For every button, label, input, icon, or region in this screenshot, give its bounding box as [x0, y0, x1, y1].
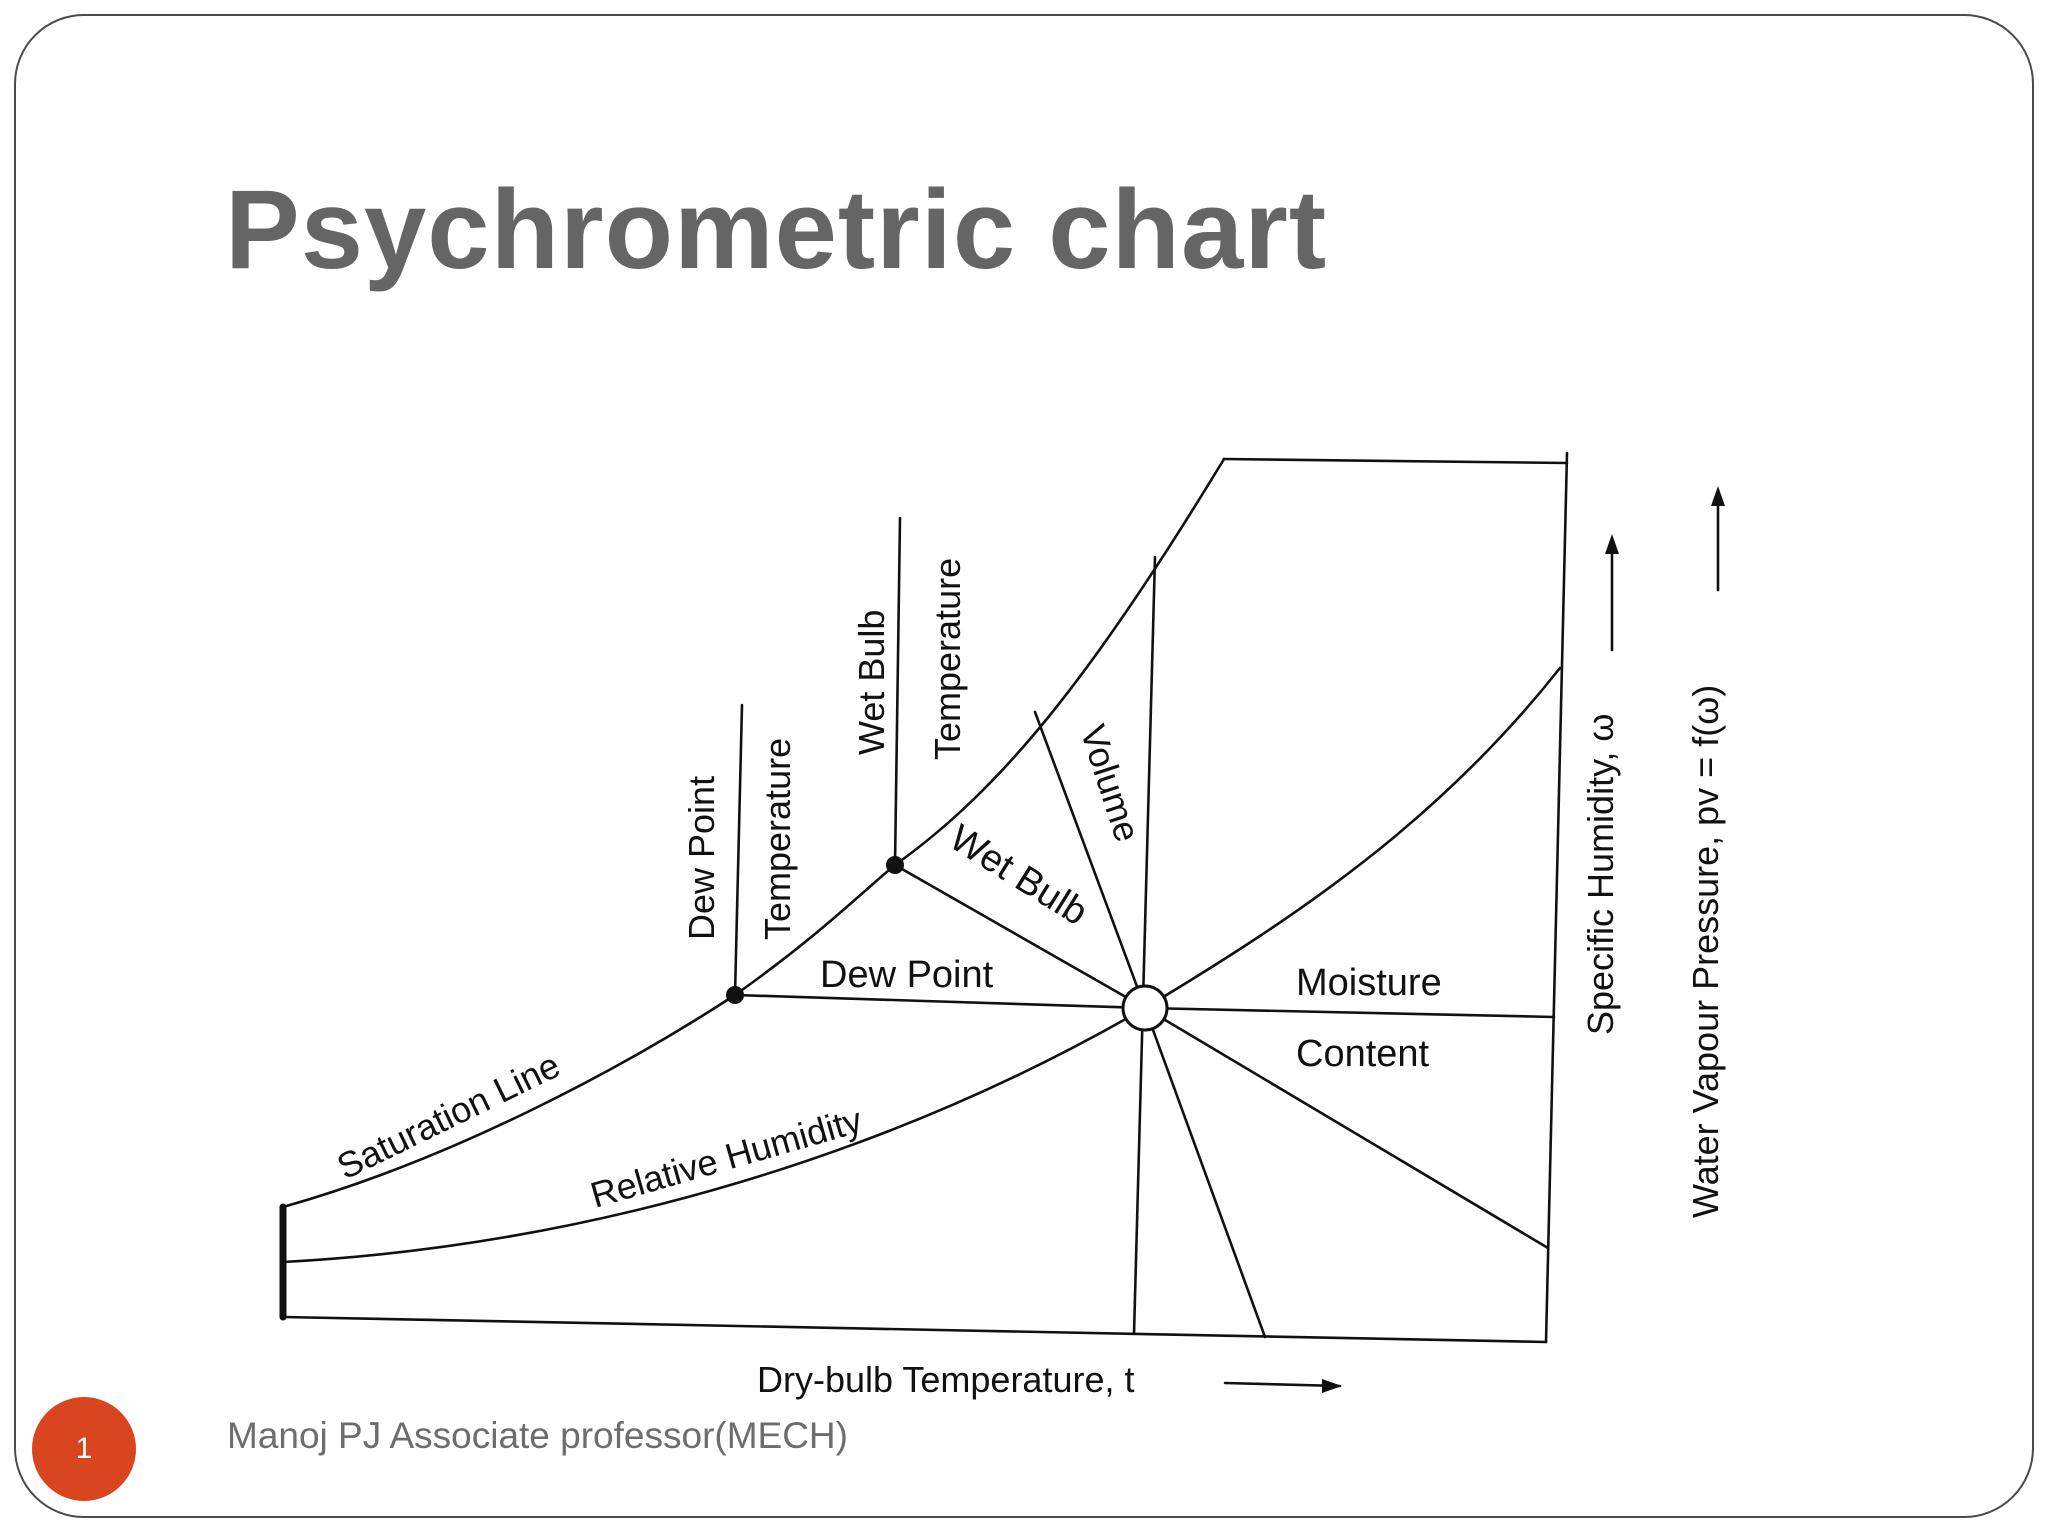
wet-bulb-line-label: Wet Bulb: [942, 817, 1094, 934]
saturation-curve: [281, 457, 1226, 1209]
footer-text: Manoj PJ Associate professor(MECH): [227, 1415, 848, 1456]
x-axis-arrow: [1223, 1381, 1342, 1388]
specific-humidity-arrowhead: [1605, 534, 1619, 554]
dew-point-leader: [733, 703, 744, 997]
x-axis-label: Dry-bulb Temperature, t: [757, 1359, 1135, 1400]
wet-bulb-temp-label-2: Temperature: [927, 558, 968, 760]
relative-humidity-curve: [281, 666, 1562, 1264]
right-edge: [1544, 451, 1569, 1344]
volume-label: Volume: [1072, 720, 1148, 847]
slide-frame: [14, 14, 2034, 1518]
dew-point-temp-label-1: Dew Point: [681, 776, 722, 940]
dew-point-line: [733, 993, 1147, 1010]
specific-humidity-axis-label: Specific Humidity, ω: [1580, 713, 1621, 1035]
state-point: [1121, 984, 1169, 1032]
saturation-line-label: Saturation Line: [331, 1044, 567, 1187]
moisture-content-line: [1143, 1006, 1556, 1019]
top-edge: [1222, 457, 1569, 465]
wet-bulb-temp-label-1: Wet Bulb: [851, 610, 892, 755]
wet-bulb-leader: [893, 516, 902, 867]
slide-title: Psychrometric chart: [225, 167, 1328, 292]
vapour-pressure-axis-label: Water Vapour Pressure, pv = f(ω): [1685, 685, 1726, 1218]
dew-point-marker: [726, 986, 744, 1004]
moisture-label: Moisture: [1296, 962, 1442, 1004]
bottom-axis-line: [281, 1315, 1548, 1344]
x-axis-arrowhead: [1322, 1379, 1342, 1393]
wet-bulb-line: [893, 863, 1147, 1010]
dew-point-temp-label-2: Temperature: [757, 738, 798, 940]
page-number-badge: 1: [32, 1397, 136, 1501]
vapour-pressure-arrowhead: [1711, 486, 1725, 506]
wet-bulb-marker: [886, 856, 904, 874]
diagonal-line: [1143, 1006, 1550, 1250]
content-label: Content: [1296, 1033, 1430, 1075]
dew-point-line-label: Dew Point: [820, 954, 994, 996]
relative-humidity-label: Relative Humidity: [586, 1099, 867, 1216]
dry-bulb-vertical: [1132, 555, 1157, 1336]
